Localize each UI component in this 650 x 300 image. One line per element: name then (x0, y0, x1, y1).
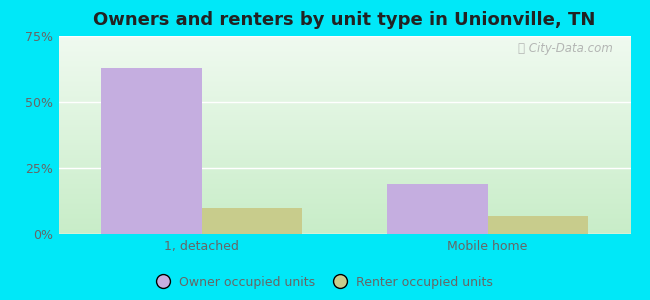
Bar (488, 215, 588, 234)
Title: Owners and renters by unit type in Unionville, TN: Owners and renters by unit type in Union… (94, 11, 595, 29)
Legend: Owner occupied units, Renter occupied units: Owner occupied units, Renter occupied un… (151, 271, 499, 294)
Bar (202, 208, 302, 234)
Text: ⓘ City-Data.com: ⓘ City-Data.com (519, 42, 614, 55)
Bar (387, 184, 488, 234)
Bar (101, 68, 202, 234)
